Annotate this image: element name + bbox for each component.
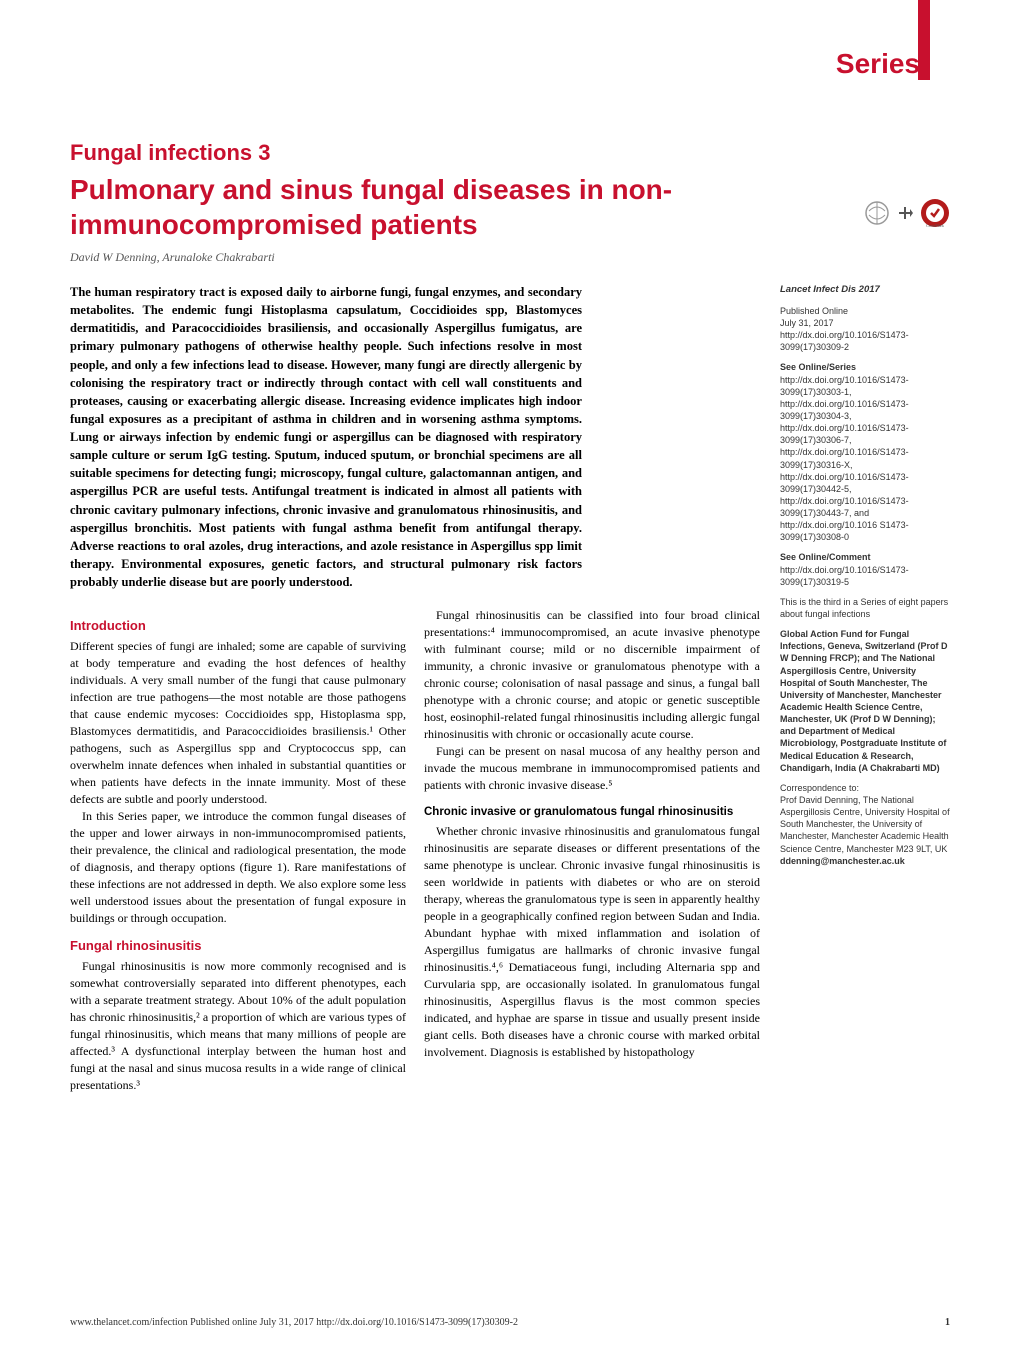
sidebar: Lancet Infect Dis 2017 Published Online …	[772, 283, 950, 1094]
published-date: July 31, 2017	[780, 317, 950, 329]
page-footer: www.thelancet.com/infection Published on…	[70, 1317, 950, 1328]
footer-citation: www.thelancet.com/infection Published on…	[70, 1317, 518, 1328]
col2-para-2: Fungi can be present on nasal mucosa of …	[424, 743, 760, 794]
paper-series-number: Fungal infections 3	[70, 140, 950, 166]
main-doi[interactable]: http://dx.doi.org/10.1016/S1473-3099(17)…	[780, 329, 950, 353]
subsection-heading: Chronic invasive or granulomatous fungal…	[424, 804, 760, 820]
correspondence-email[interactable]: ddenning@manchester.ac.uk	[780, 855, 950, 867]
abstract-text: The human respiratory tract is exposed d…	[70, 283, 772, 591]
col2-para-3: Whether chronic invasive rhinosinusitis …	[424, 823, 760, 1061]
comment-doi[interactable]: http://dx.doi.org/10.1016/S1473-3099(17)…	[780, 564, 950, 588]
svg-text:CrossMark: CrossMark	[926, 223, 944, 228]
crossmark-icon[interactable]: CrossMark	[920, 198, 950, 228]
article-title: Pulmonary and sinus fungal diseases in n…	[70, 172, 720, 242]
authors-line: David W Denning, Arunaloke Chakrabarti	[70, 250, 950, 265]
affiliations: Global Action Fund for Fungal Infections…	[780, 628, 950, 774]
page-number: 1	[945, 1317, 950, 1328]
see-series-label: See Online/Series	[780, 361, 950, 373]
plus-arrow-icon	[896, 204, 914, 222]
red-accent-bar	[918, 0, 930, 80]
rhino-heading: Fungal rhinosinusitis	[70, 937, 406, 955]
intro-heading: Introduction	[70, 617, 406, 635]
intro-para-2: In this Series paper, we introduce the c…	[70, 808, 406, 927]
web-icon	[864, 200, 890, 226]
col2-para-1: Fungal rhinosinusitis can be classified …	[424, 607, 760, 743]
intro-para-1: Different species of fungi are inhaled; …	[70, 638, 406, 808]
series-label: Series	[70, 48, 950, 80]
published-label: Published Online	[780, 305, 950, 317]
see-comment-label: See Online/Comment	[780, 551, 950, 563]
series-info: This is the third in a Series of eight p…	[780, 596, 950, 620]
correspondence-label: Correspondence to:	[780, 782, 950, 794]
series-dois[interactable]: http://dx.doi.org/10.1016/S1473-3099(17)…	[780, 374, 950, 544]
journal-ref: Lancet Infect Dis 2017	[780, 284, 880, 295]
body-columns: Introduction Different species of fungi …	[70, 607, 772, 1094]
correspondence-body: Prof David Denning, The National Aspergi…	[780, 794, 950, 855]
rhino-para-1: Fungal rhinosinusitis is now more common…	[70, 958, 406, 1094]
header-icons: CrossMark	[864, 198, 950, 228]
column-left: Introduction Different species of fungi …	[70, 607, 406, 1094]
column-right: Fungal rhinosinusitis can be classified …	[424, 607, 760, 1094]
